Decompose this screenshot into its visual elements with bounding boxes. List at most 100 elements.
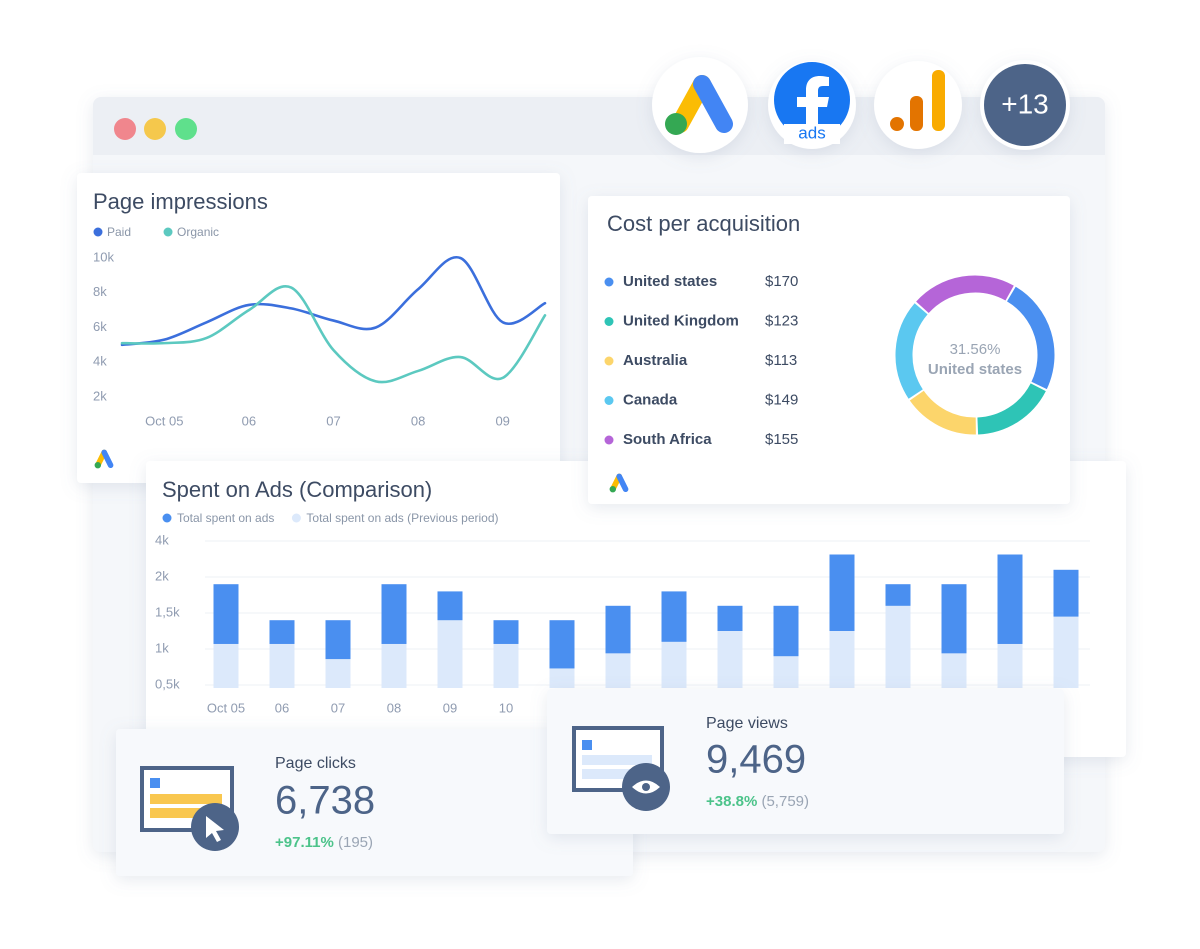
bar [381, 643, 407, 688]
bar [717, 631, 743, 688]
x-tick-label: 08 [411, 413, 425, 428]
row-value: $123 [765, 312, 798, 329]
x-tick-label: Oct 05 [207, 700, 245, 715]
y-tick-label: 6k [93, 319, 107, 334]
clicks-card: Page clicks 6,738 +97.11% (195) [116, 729, 633, 876]
row-label: Australia [623, 352, 688, 369]
icon-part [582, 740, 592, 750]
donut-slice [916, 275, 1014, 314]
x-tick-label: Oct 05 [145, 413, 183, 428]
donut-slice [1006, 286, 1055, 390]
x-tick-label: 06 [242, 413, 256, 428]
integrations: ads +13 [652, 57, 1070, 153]
donut-slice [977, 383, 1046, 435]
bar [885, 605, 911, 688]
line-series [120, 284, 547, 384]
legend-marker [604, 356, 614, 366]
bar [829, 631, 855, 688]
bar [213, 643, 239, 688]
y-tick-label: 2k [155, 568, 169, 583]
x-tick-label: 09 [443, 700, 457, 715]
x-tick-label: 06 [275, 700, 289, 715]
icon-part [150, 778, 160, 788]
icon-part [582, 769, 652, 779]
x-tick-label: 07 [326, 413, 340, 428]
legend-marker [604, 317, 614, 326]
legend-marker [291, 513, 301, 523]
kpi-title: Page views [706, 715, 788, 732]
card-title: Page impressions [93, 189, 268, 214]
x-tick-label: 10 [499, 700, 513, 715]
bar [493, 643, 519, 688]
bar [605, 653, 631, 688]
y-tick-label: 0,5k [155, 676, 180, 691]
y-tick-label: 1k [155, 640, 169, 655]
more-count: +13 [1001, 88, 1049, 119]
legend-label: Total spent on ads (Previous period) [306, 511, 498, 525]
x-tick-label: 09 [495, 413, 509, 428]
legend-label: Paid [107, 225, 131, 239]
analytics-logo-part [890, 117, 904, 131]
eye-pupil [642, 783, 650, 791]
donut-slice [895, 303, 928, 399]
row-label: Canada [623, 391, 678, 408]
y-tick-label: 4k [93, 354, 107, 369]
legend-label: Total spent on ads [177, 511, 274, 525]
card-title: Cost per acquisition [607, 211, 800, 236]
bar [269, 643, 295, 688]
donut-center-label: United states [928, 361, 1022, 378]
x-tick-label: 07 [331, 700, 345, 715]
y-tick-label: 4k [155, 532, 169, 547]
x-tick-label: 08 [387, 700, 401, 715]
window-dot [144, 118, 166, 140]
bar [997, 643, 1023, 688]
ads-logo-part [665, 113, 687, 135]
kpi-change-line: +38.8% (5,759) [706, 793, 809, 810]
row-value: $170 [765, 273, 798, 290]
y-tick-label: 10k [93, 249, 114, 264]
google-ads-logo [94, 449, 114, 469]
row-label: United Kingdom [623, 312, 739, 329]
row-label: United states [623, 273, 717, 290]
kpi-value: 6,738 [275, 779, 375, 823]
kpi-change-line: +97.11% (195) [275, 834, 373, 851]
kpi-value: 9,469 [706, 738, 806, 782]
kpi-title: Page clicks [275, 755, 356, 772]
kpi-previous: (5,759) [761, 793, 809, 810]
facebook-label: ads [798, 123, 825, 142]
bar [437, 620, 463, 688]
card-title: Spent on Ads (Comparison) [162, 477, 432, 502]
spend-card: Spent on Ads (Comparison) 0,5k 1k 1,5k 2k 4k… [146, 461, 1126, 757]
window-dot [175, 118, 197, 140]
icon-part [150, 794, 222, 804]
legend-marker [604, 396, 614, 405]
ads-logo-part [693, 75, 733, 133]
cursor [206, 816, 224, 842]
bar [325, 659, 351, 688]
google-ads-logo [609, 473, 629, 493]
donut-center-value: 31.56% [950, 341, 1001, 358]
analytics-logo-part [932, 70, 945, 131]
y-tick-label: 2k [93, 388, 107, 403]
y-tick-label: 8k [93, 284, 107, 299]
icon-part [150, 808, 222, 818]
kpi-previous: (195) [338, 834, 373, 851]
analytics-logo-part [910, 96, 923, 131]
window-dot [114, 118, 136, 140]
facebook-f [797, 76, 829, 138]
row-value: $113 [765, 352, 797, 369]
card [116, 729, 633, 876]
legend-marker [163, 227, 173, 237]
icon-part [582, 755, 652, 765]
bar [1053, 616, 1079, 688]
row-label: South Africa [623, 431, 712, 448]
donut-slice [909, 390, 977, 435]
legend-marker [162, 513, 172, 523]
y-tick-label: 1,5k [155, 604, 180, 619]
legend-marker [604, 435, 614, 445]
bar [661, 641, 687, 688]
kpi-change: +97.11% [275, 834, 334, 851]
bar [941, 653, 967, 688]
legend-marker [604, 277, 614, 287]
